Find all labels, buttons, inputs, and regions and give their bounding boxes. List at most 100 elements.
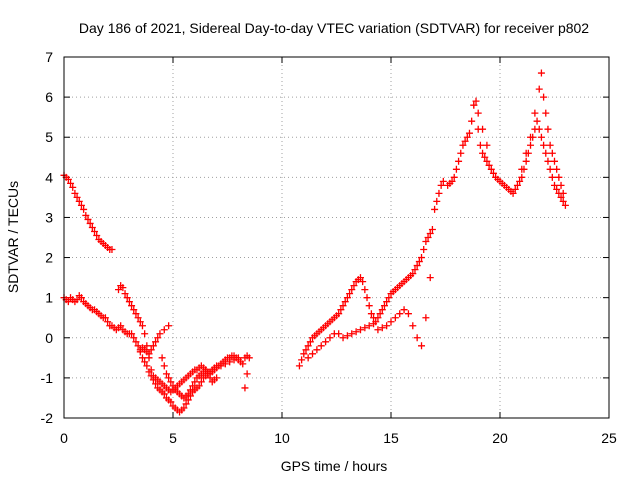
data-point-plus xyxy=(383,298,391,306)
data-point-plus xyxy=(245,354,253,362)
data-point-plus xyxy=(189,382,197,390)
data-point-plus xyxy=(548,173,556,181)
data-point-plus xyxy=(409,270,417,278)
data-point-plus xyxy=(487,165,495,173)
data-point-plus xyxy=(428,225,436,233)
data-point-plus xyxy=(433,197,441,205)
data-point-plus xyxy=(542,149,550,157)
data-point-plus xyxy=(553,185,561,193)
data-point-plus xyxy=(167,398,175,406)
data-point-plus xyxy=(544,157,552,165)
data-point-plus xyxy=(422,314,430,322)
data-point-plus xyxy=(304,342,312,350)
data-point-plus xyxy=(149,342,157,350)
data-point-plus xyxy=(489,169,497,177)
data-point-plus xyxy=(117,322,125,330)
data-point-plus xyxy=(537,69,545,77)
y-tick-label: -2 xyxy=(41,410,54,426)
data-point-plus xyxy=(465,129,473,137)
data-point-plus xyxy=(409,322,417,330)
data-point-plus xyxy=(418,254,426,262)
data-point-plus xyxy=(300,350,308,358)
data-point-plus xyxy=(551,157,558,165)
data-point-plus xyxy=(82,211,90,219)
data-point-plus xyxy=(413,334,421,342)
data-point-plus xyxy=(356,274,364,282)
data-point-plus xyxy=(448,177,456,185)
grid xyxy=(64,57,609,418)
data-point-plus xyxy=(374,326,382,334)
data-point-plus xyxy=(322,338,330,346)
data-point-plus xyxy=(385,294,393,302)
data-point-plus xyxy=(396,310,404,318)
data-point-plus xyxy=(226,358,234,366)
data-point-plus xyxy=(138,322,146,330)
data-point-plus xyxy=(431,205,439,213)
data-point-plus xyxy=(73,193,81,201)
data-point-plus xyxy=(346,290,354,298)
data-point-plus xyxy=(86,219,94,227)
data-point-plus xyxy=(527,133,535,141)
data-point-plus xyxy=(241,384,249,392)
y-tick-label: 0 xyxy=(45,330,53,346)
data-point-plus xyxy=(128,302,136,310)
data-point-plus xyxy=(186,386,194,394)
data-point-plus xyxy=(348,286,356,294)
data-point-plus xyxy=(557,193,565,201)
data-point-plus xyxy=(483,157,491,165)
data-point-plus xyxy=(73,296,81,304)
data-point-plus xyxy=(557,181,565,189)
data-point-plus xyxy=(437,181,445,189)
data-point-plus xyxy=(158,354,166,362)
data-point-plus xyxy=(551,181,558,189)
data-point-plus xyxy=(335,310,343,318)
data-point-plus xyxy=(468,117,476,125)
data-point-plus xyxy=(540,93,548,101)
data-point-plus xyxy=(101,314,109,322)
y-tick-label: 5 xyxy=(45,129,53,145)
data-point-plus xyxy=(343,294,351,302)
data-point-plus xyxy=(422,238,430,246)
data-point-plus xyxy=(313,346,321,354)
axis-ticks xyxy=(63,56,610,419)
data-point-plus xyxy=(455,157,463,165)
data-point-plus xyxy=(348,330,356,338)
data-point-plus xyxy=(476,141,484,149)
data-point-plus xyxy=(378,324,386,332)
data-point-plus xyxy=(376,310,384,318)
data-point-plus xyxy=(474,109,482,117)
data-point-plus xyxy=(555,173,563,181)
data-point-plus xyxy=(339,334,347,342)
data-point-plus xyxy=(450,173,458,181)
data-point-plus xyxy=(295,362,303,370)
x-tick-label: 15 xyxy=(383,430,399,446)
data-point-plus xyxy=(426,229,434,237)
data-point-plus xyxy=(64,298,72,306)
y-tick-label: 2 xyxy=(45,250,53,266)
data-point-plus xyxy=(435,189,443,197)
data-point-plus xyxy=(243,370,251,378)
data-point-plus xyxy=(479,125,487,133)
data-point-plus xyxy=(359,278,367,286)
data-point-plus xyxy=(540,141,548,149)
data-point-plus xyxy=(309,350,317,358)
x-tick-label: 5 xyxy=(169,430,177,446)
data-point-plus xyxy=(141,330,149,338)
data-point-plus xyxy=(306,338,314,346)
data-point-plus xyxy=(509,189,517,197)
data-point-plus xyxy=(513,181,521,189)
data-point-plus xyxy=(365,302,373,310)
data-point-plus xyxy=(518,165,526,173)
data-point-plus xyxy=(518,173,526,181)
data-point-plus xyxy=(420,246,428,254)
data-point-plus xyxy=(483,141,491,149)
data-point-plus xyxy=(418,342,426,350)
data-point-plus xyxy=(479,149,487,157)
x-tick-label: 10 xyxy=(274,430,290,446)
data-point-plus xyxy=(180,404,188,412)
data-point-plus xyxy=(145,350,153,358)
data-point-plus xyxy=(130,306,138,314)
data-point-plus xyxy=(195,382,203,390)
data-point-plus xyxy=(93,231,101,239)
